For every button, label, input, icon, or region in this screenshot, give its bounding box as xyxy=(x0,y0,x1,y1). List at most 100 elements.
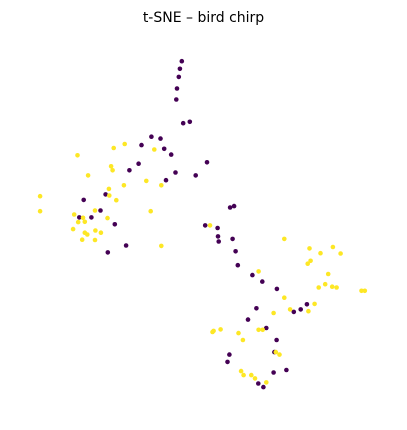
scatter-point xyxy=(284,367,289,373)
scatter-point xyxy=(230,236,235,242)
scatter-point xyxy=(260,327,266,333)
scatter-point xyxy=(149,134,154,139)
scatter-point xyxy=(334,285,339,290)
scatter-point xyxy=(71,212,77,217)
scatter-point xyxy=(114,197,119,203)
scatter-point xyxy=(245,317,251,322)
scatter-point xyxy=(318,250,323,256)
scatter-point xyxy=(256,269,261,274)
chart-title: t-SNE – bird chirp xyxy=(143,10,264,26)
scatter-point xyxy=(202,223,208,228)
scatter-point xyxy=(177,66,183,72)
scatter-point xyxy=(255,381,261,386)
scatter-point xyxy=(287,307,293,312)
scatter-point xyxy=(362,288,368,294)
scatter-point xyxy=(122,141,127,147)
scatter-point xyxy=(81,197,86,203)
scatter-point xyxy=(159,183,164,188)
scatter-point xyxy=(254,306,259,311)
scatter-point xyxy=(173,170,178,175)
scatter-point xyxy=(273,349,279,355)
scatter-point xyxy=(121,183,127,188)
scatter-point xyxy=(304,302,310,307)
scatter-point xyxy=(89,215,94,220)
scatter-point xyxy=(241,372,246,378)
scatter-point xyxy=(308,258,313,264)
scatter-point xyxy=(306,308,311,314)
scatter-point xyxy=(158,136,163,141)
scatter-point xyxy=(204,160,210,165)
scatter-point xyxy=(85,232,90,237)
scatter-point xyxy=(103,192,108,197)
scatter-point xyxy=(75,219,81,225)
scatter-point xyxy=(112,222,118,227)
scatter-point xyxy=(105,250,111,255)
scatter-point xyxy=(75,153,80,158)
scatter-point xyxy=(240,337,246,343)
scatter-point xyxy=(161,146,167,152)
scatter-point xyxy=(227,352,232,357)
scatter-point xyxy=(92,237,98,243)
scatter-point xyxy=(92,208,98,213)
scatter-point xyxy=(168,152,174,157)
scatter-point xyxy=(307,246,312,251)
scatter-point xyxy=(322,281,328,287)
scatter-point xyxy=(233,249,238,254)
scatter-point xyxy=(277,352,282,357)
scatter-point xyxy=(271,370,276,375)
scatter-point xyxy=(264,325,269,331)
scatter-point xyxy=(136,161,141,166)
scatter-point xyxy=(271,310,276,316)
scatter-point xyxy=(225,359,230,365)
scatter-point xyxy=(111,145,116,151)
scatter-point xyxy=(77,215,82,220)
scatter-point xyxy=(106,186,112,192)
scatter-point xyxy=(359,288,364,294)
scatter-point xyxy=(252,376,258,381)
scatter-point xyxy=(235,262,241,268)
scatter-point xyxy=(338,251,343,256)
scatter-point xyxy=(282,295,287,301)
scatter-point xyxy=(330,244,336,250)
scatter-point xyxy=(216,239,221,244)
scatter-point xyxy=(329,284,335,290)
points-layer xyxy=(37,58,368,390)
scatter-point xyxy=(93,228,98,233)
scatter-point xyxy=(107,193,112,198)
scatter-point xyxy=(250,272,255,278)
scatter-point xyxy=(144,178,149,184)
scatter-point xyxy=(148,208,153,214)
scatter-point xyxy=(82,219,88,225)
scatter-point xyxy=(261,384,266,390)
scatter-point xyxy=(215,225,220,231)
scatter-point xyxy=(325,271,331,277)
scatter-point xyxy=(316,285,322,290)
scatter-point xyxy=(218,327,223,332)
scatter-point xyxy=(193,173,198,178)
scatter-point xyxy=(139,142,144,148)
scatter-point xyxy=(179,58,185,64)
scatter-point xyxy=(238,368,244,374)
scatter-point xyxy=(260,279,265,284)
scatter-point xyxy=(123,243,129,248)
scatter-point xyxy=(305,261,311,267)
scatter-point xyxy=(108,164,114,169)
scatter-point xyxy=(180,120,186,126)
scatter-point xyxy=(274,286,280,292)
scatter-point xyxy=(85,173,91,178)
scatter-point xyxy=(98,230,104,235)
scatter-point xyxy=(159,243,164,249)
scatter-point xyxy=(282,236,287,242)
scatter-point xyxy=(264,380,269,385)
scatter-point xyxy=(79,237,85,242)
scatter-point xyxy=(174,86,180,91)
scatter-point xyxy=(231,203,237,209)
scatter-point xyxy=(163,177,169,183)
scatter-point xyxy=(215,234,221,239)
scatter-point xyxy=(152,147,157,152)
scatter-point xyxy=(207,223,213,228)
scatter-point xyxy=(210,329,215,335)
scatter-point xyxy=(187,119,193,125)
